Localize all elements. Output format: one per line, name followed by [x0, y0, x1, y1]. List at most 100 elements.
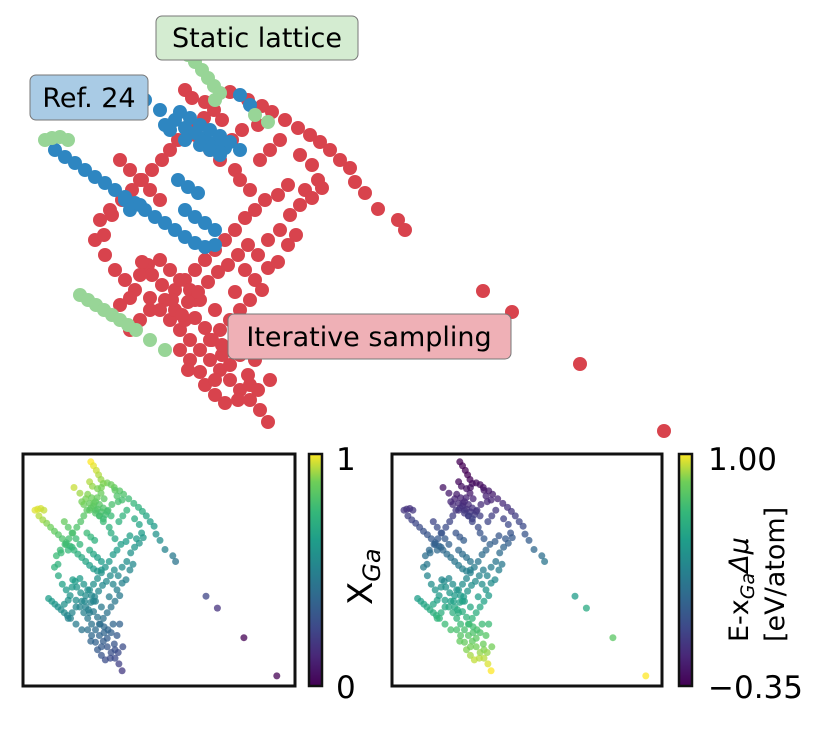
- scatter-point: [248, 108, 262, 122]
- scatter-point: [573, 357, 587, 371]
- annotation-iterative-sampling: Iterative sampling: [227, 313, 512, 360]
- scatter-point: [248, 203, 262, 217]
- inset-point: [67, 614, 74, 622]
- scatter-point: [348, 175, 362, 189]
- scatter-point: [118, 273, 132, 287]
- static-lattice-label: Static lattice: [172, 23, 342, 54]
- inset-point: [91, 536, 99, 544]
- inset-point: [118, 667, 126, 675]
- inset-point: [441, 535, 449, 543]
- inset-point: [99, 614, 107, 622]
- inset-point: [88, 632, 96, 639]
- inset-point: [122, 538, 130, 545]
- inset-point: [492, 558, 500, 565]
- inset-point: [114, 572, 122, 580]
- scatter-point: [163, 143, 177, 157]
- inset-point: [480, 486, 488, 494]
- inset-point: [474, 558, 482, 565]
- inset-point: [525, 536, 533, 544]
- inset-point: [441, 596, 449, 604]
- inset-point: [156, 536, 164, 544]
- inset-point: [97, 566, 105, 574]
- scatter-point: [228, 223, 242, 237]
- scatter-point: [129, 323, 143, 337]
- scatter-point: [97, 228, 111, 242]
- scatter-point: [251, 248, 265, 262]
- scatter-point: [358, 186, 372, 200]
- inset-point: [457, 620, 465, 628]
- inset-point: [456, 598, 464, 606]
- inset-point: [491, 538, 499, 545]
- scatter-point: [143, 183, 157, 197]
- inset-point: [86, 506, 94, 514]
- scatter-point: [198, 321, 212, 335]
- inset-point: [81, 597, 89, 605]
- inset-point: [485, 620, 493, 628]
- inset-point: [117, 540, 125, 548]
- inset-point: [476, 603, 484, 611]
- scatter-point: [391, 213, 405, 227]
- inset-point: [109, 620, 117, 628]
- inset-point: [80, 580, 88, 588]
- inset-point: [453, 586, 461, 594]
- inset-point: [105, 593, 113, 601]
- inset-point: [105, 523, 113, 531]
- inset-point: [129, 560, 137, 568]
- inset-point: [441, 620, 449, 628]
- inset-point: [436, 614, 443, 622]
- scatter-point: [281, 238, 295, 252]
- inset-point: [87, 598, 95, 606]
- scatter-point: [476, 284, 490, 298]
- inset-point: [468, 515, 476, 523]
- inset-point: [474, 523, 482, 531]
- inset-point: [97, 603, 105, 611]
- colorbar-right-title-b: Δμ: [724, 537, 755, 575]
- inset-point: [107, 481, 115, 489]
- inset-point: [202, 592, 210, 600]
- scatter-point: [123, 291, 137, 305]
- scatter-point: [208, 373, 222, 387]
- colorbar-left-title-sub: Ga: [358, 548, 386, 581]
- scatter-point: [203, 333, 217, 347]
- inset-point: [60, 600, 68, 608]
- inset-point: [115, 660, 123, 668]
- inset-point: [130, 499, 138, 507]
- inset-point: [72, 535, 80, 543]
- inset-point: [476, 512, 484, 520]
- inset-point: [476, 481, 484, 489]
- inset-point: [119, 643, 127, 651]
- scatter-point: [198, 216, 212, 230]
- scatter-point: [251, 383, 265, 397]
- scatter-point: [233, 88, 247, 102]
- svg-text:XGa: XGa: [341, 548, 386, 605]
- scatter-point: [93, 213, 107, 227]
- inset-right-plot: [390, 452, 664, 688]
- scatter-point: [263, 143, 277, 157]
- scatter-point: [291, 121, 305, 135]
- inset-point: [571, 592, 579, 600]
- inset-point: [423, 572, 431, 580]
- inset-point: [482, 492, 490, 500]
- scatter-point: [657, 424, 671, 438]
- inset-point: [487, 667, 495, 675]
- inset-point: [120, 490, 128, 498]
- inset-point: [68, 543, 76, 551]
- inset-point: [466, 484, 474, 491]
- inset-point: [146, 518, 154, 526]
- inset-point: [495, 532, 503, 540]
- inset-point: [87, 637, 95, 645]
- inset-point: [429, 600, 437, 608]
- scatter-point: [175, 308, 189, 322]
- inset-point: [70, 484, 78, 491]
- scatter-point: [68, 156, 82, 170]
- inset-point: [495, 566, 503, 574]
- annotation-static-lattice: Static lattice: [155, 15, 359, 61]
- inset-point: [521, 530, 529, 538]
- scatter-point: [135, 255, 149, 269]
- inset-point: [508, 534, 516, 542]
- inset-point: [438, 576, 446, 584]
- inset-point: [123, 506, 131, 514]
- inset-point: [125, 495, 133, 503]
- scatter-point: [283, 208, 297, 222]
